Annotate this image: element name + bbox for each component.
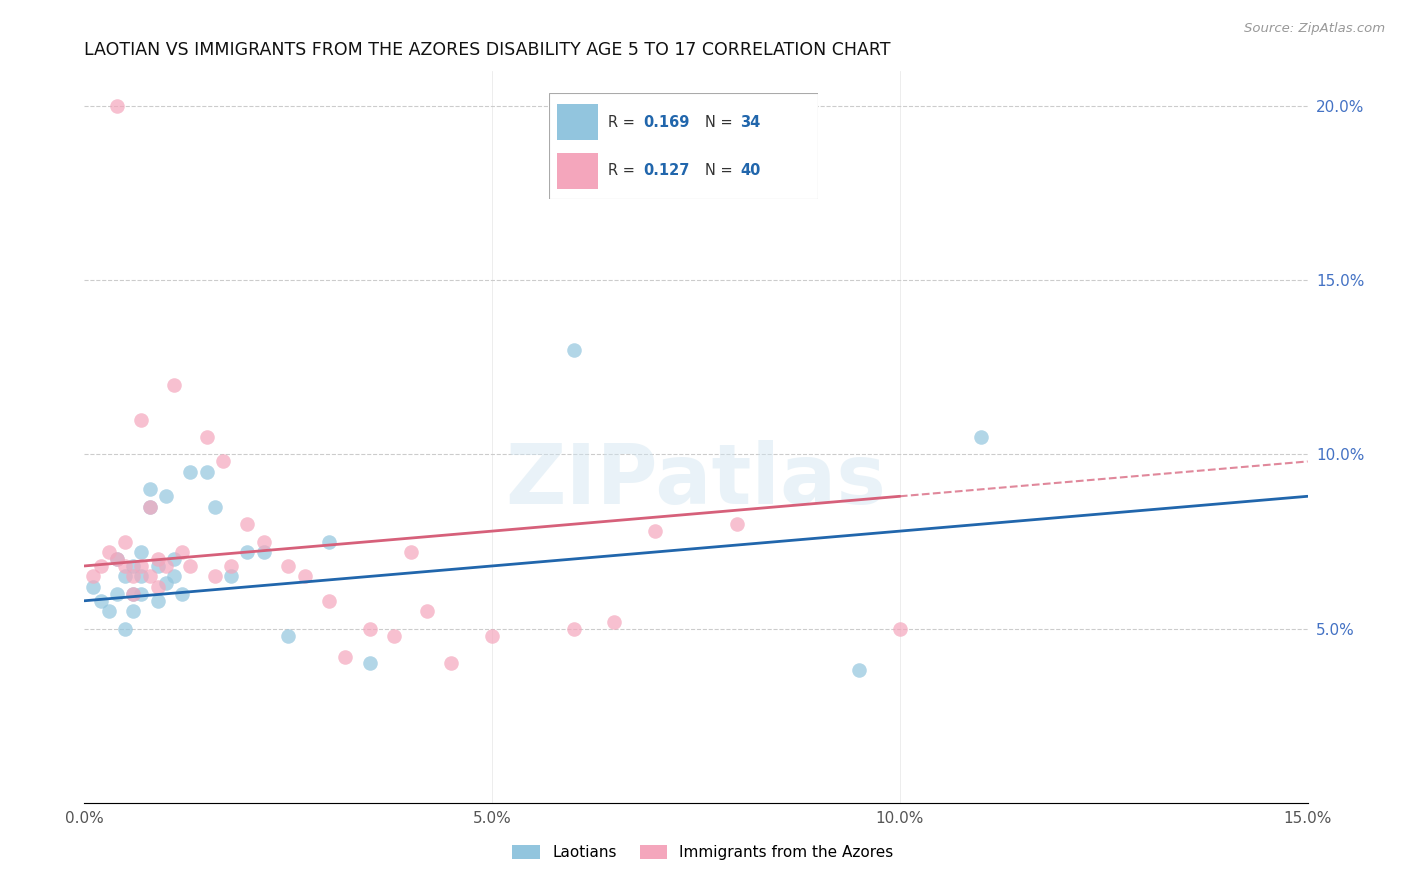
Point: [294, 569, 316, 583]
Point: [253, 534, 276, 549]
Point: [105, 99, 128, 113]
Point: [195, 465, 218, 479]
Point: [146, 552, 169, 566]
Point: [277, 558, 299, 573]
Point: [179, 558, 201, 573]
Point: [172, 545, 194, 559]
Point: [318, 534, 340, 549]
Point: [131, 412, 153, 426]
Point: [195, 430, 218, 444]
Point: [179, 465, 201, 479]
Point: [114, 622, 136, 636]
Point: [122, 558, 145, 573]
Point: [204, 569, 226, 583]
Point: [236, 545, 259, 559]
Point: [335, 649, 357, 664]
Point: [416, 604, 439, 618]
Point: [848, 664, 870, 678]
Point: [603, 615, 626, 629]
Point: [105, 552, 128, 566]
Point: [138, 500, 160, 514]
Point: [644, 524, 666, 538]
Point: [359, 622, 381, 636]
Point: [382, 629, 405, 643]
Point: [889, 622, 911, 636]
Point: [114, 569, 136, 583]
Point: [212, 454, 235, 468]
Point: [131, 587, 153, 601]
Point: [122, 587, 145, 601]
Point: [155, 576, 177, 591]
Point: [219, 558, 242, 573]
Point: [562, 622, 585, 636]
Point: [138, 569, 160, 583]
Point: [236, 517, 259, 532]
Point: [440, 657, 463, 671]
Point: [146, 580, 169, 594]
Point: [146, 558, 169, 573]
Point: [122, 569, 145, 583]
Point: [219, 569, 242, 583]
Point: [725, 517, 748, 532]
Point: [114, 534, 136, 549]
Point: [359, 657, 381, 671]
Point: [172, 587, 194, 601]
Point: [253, 545, 276, 559]
Point: [82, 569, 104, 583]
Point: [97, 545, 120, 559]
Point: [131, 545, 153, 559]
Point: [138, 483, 160, 497]
Point: [138, 500, 160, 514]
Point: [481, 629, 503, 643]
Point: [277, 629, 299, 643]
Point: [97, 604, 120, 618]
Legend: Laotians, Immigrants from the Azores: Laotians, Immigrants from the Azores: [506, 839, 900, 866]
Point: [163, 569, 186, 583]
Point: [163, 552, 186, 566]
Point: [122, 604, 145, 618]
Point: [90, 594, 112, 608]
Point: [163, 377, 186, 392]
Point: [82, 580, 104, 594]
Text: LAOTIAN VS IMMIGRANTS FROM THE AZORES DISABILITY AGE 5 TO 17 CORRELATION CHART: LAOTIAN VS IMMIGRANTS FROM THE AZORES DI…: [84, 41, 891, 59]
Text: Source: ZipAtlas.com: Source: ZipAtlas.com: [1244, 22, 1385, 36]
Point: [90, 558, 112, 573]
Point: [131, 569, 153, 583]
Point: [399, 545, 422, 559]
Point: [155, 558, 177, 573]
Point: [155, 489, 177, 503]
Point: [562, 343, 585, 357]
Point: [105, 587, 128, 601]
Point: [122, 587, 145, 601]
Point: [114, 558, 136, 573]
Point: [105, 552, 128, 566]
Point: [131, 558, 153, 573]
Point: [318, 594, 340, 608]
Text: ZIPatlas: ZIPatlas: [506, 441, 886, 522]
Point: [970, 430, 993, 444]
Point: [146, 594, 169, 608]
Point: [204, 500, 226, 514]
